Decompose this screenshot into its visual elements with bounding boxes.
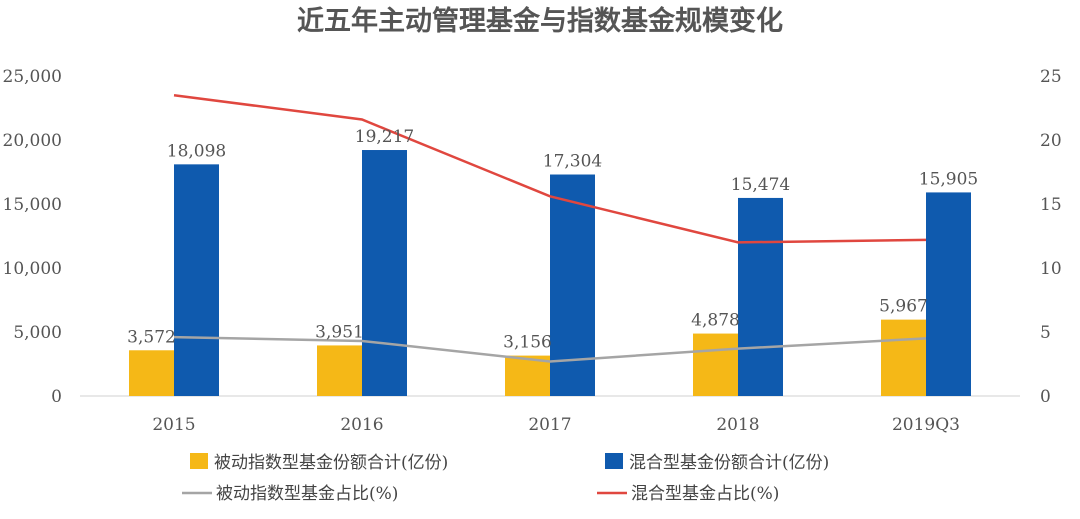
- data-label: 17,304: [543, 152, 602, 172]
- right-axis-tick-label: 0: [1040, 387, 1051, 407]
- right-axis-tick-label: 10: [1040, 259, 1062, 279]
- x-axis-tick-label: 2018: [716, 415, 759, 435]
- data-label: 15,905: [919, 169, 978, 189]
- chart-title: 近五年主动管理基金与指数基金规模变化: [297, 5, 783, 37]
- x-axis-tick-label: 2019Q3: [892, 415, 960, 435]
- data-label: 3,572: [127, 327, 176, 347]
- left-axis-tick-label: 10,000: [3, 259, 62, 279]
- left-axis-tick-label: 0: [51, 387, 62, 407]
- bar-hybrid-fund: [174, 164, 219, 396]
- right-axis-tick-label: 5: [1040, 323, 1051, 343]
- bar-hybrid-fund: [362, 150, 407, 396]
- data-label: 19,217: [355, 127, 414, 147]
- bar-index-fund: [881, 319, 926, 396]
- x-axis-tick-label: 2015: [152, 415, 195, 435]
- x-axis-tick-label: 2016: [340, 415, 383, 435]
- data-label: 4,878: [691, 311, 740, 331]
- legend-label: 混合型基金占比(%): [631, 484, 779, 504]
- bar-hybrid-fund: [738, 197, 783, 396]
- legend-swatch: [605, 453, 623, 469]
- data-label: 15,474: [731, 175, 790, 195]
- legend-label: 被动指数型基金份额合计(亿份): [214, 453, 448, 473]
- legend-label: 混合型基金份额合计(亿份): [629, 453, 829, 473]
- data-label: 5,967: [879, 297, 928, 317]
- x-axis-tick-label: 2017: [528, 415, 571, 435]
- data-label: 18,098: [167, 141, 226, 161]
- left-axis-tick-label: 5,000: [13, 323, 62, 343]
- legend-label: 被动指数型基金占比(%): [216, 484, 398, 504]
- bar-index-fund: [505, 355, 550, 396]
- bar-index-fund: [317, 345, 362, 396]
- bar-index-fund: [129, 350, 174, 396]
- left-axis-tick-label: 15,000: [3, 195, 62, 215]
- right-axis-tick-label: 25: [1040, 67, 1062, 87]
- left-axis-tick-label: 25,000: [3, 67, 62, 87]
- bar-hybrid-fund: [550, 174, 595, 396]
- bar-hybrid-fund: [926, 192, 971, 396]
- data-label: 3,156: [503, 333, 552, 353]
- data-label: 3,951: [315, 322, 364, 342]
- line-index-fund-share: [173, 335, 927, 363]
- right-axis-tick-label: 20: [1040, 131, 1062, 151]
- left-axis-tick-label: 20,000: [3, 131, 62, 151]
- bar-index-fund: [693, 333, 738, 396]
- right-axis-tick-label: 15: [1040, 195, 1062, 215]
- legend-swatch: [190, 453, 208, 469]
- line-hybrid-fund-share: [173, 93, 927, 244]
